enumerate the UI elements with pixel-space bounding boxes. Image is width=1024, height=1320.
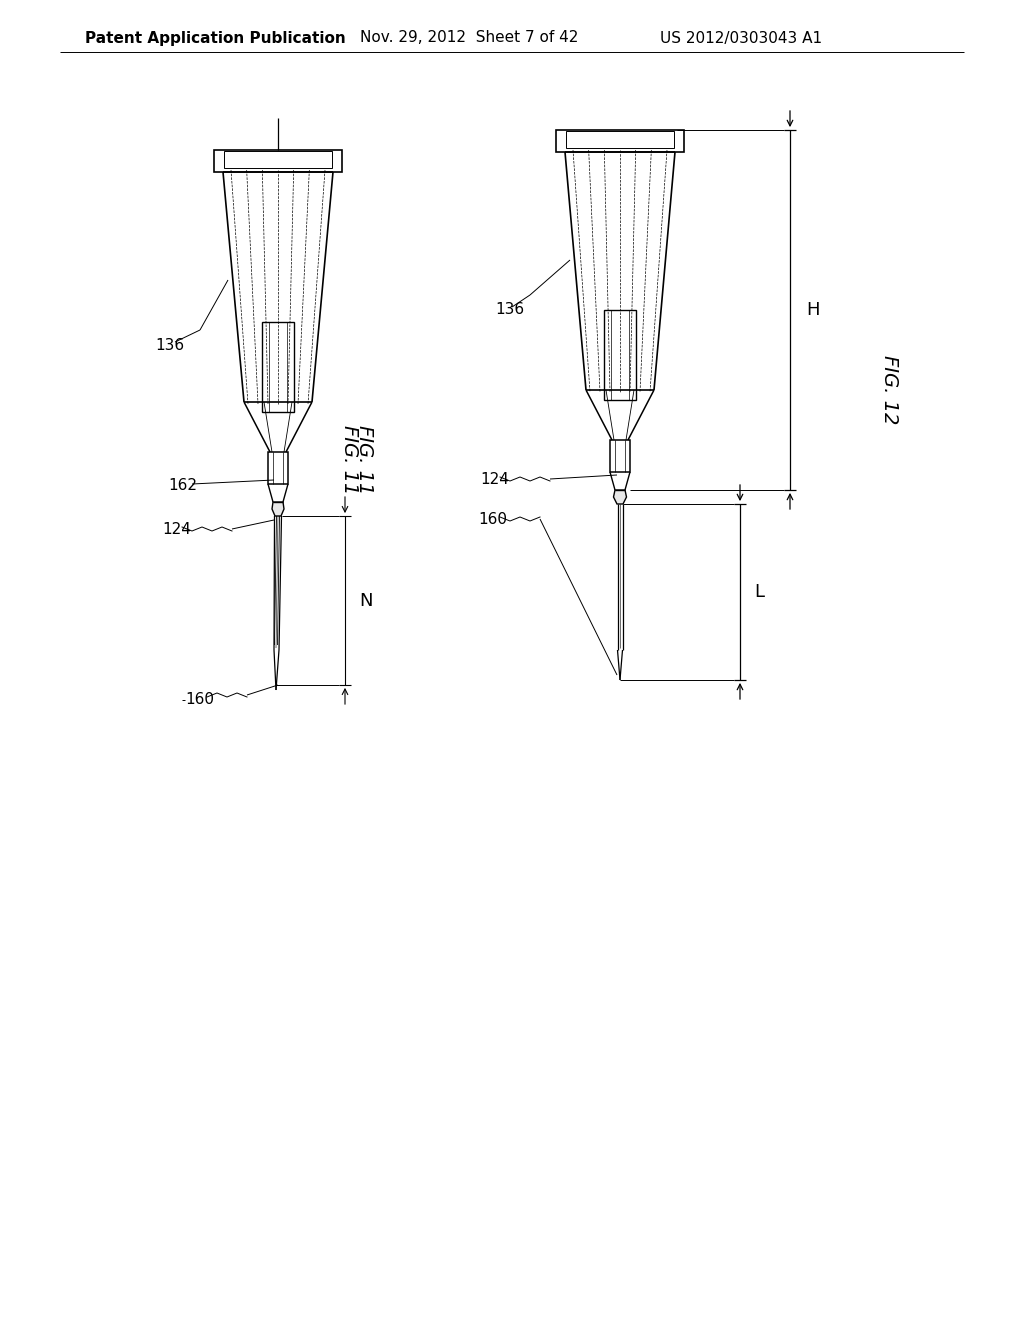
Text: 136: 136 (155, 338, 184, 352)
Text: 160: 160 (185, 693, 214, 708)
Bar (610, 440, 630, 473)
Bar (604, 310, 636, 400)
Text: Patent Application Publication: Patent Application Publication (85, 30, 346, 45)
Text: L: L (754, 583, 764, 601)
Bar (566, 131, 674, 148)
Text: FIG. 12: FIG. 12 (881, 355, 899, 425)
Text: 162: 162 (168, 478, 197, 492)
Polygon shape (272, 502, 284, 516)
Text: 124: 124 (162, 523, 190, 537)
Text: FIG. 11: FIG. 11 (355, 425, 374, 495)
Text: 124: 124 (480, 473, 509, 487)
Bar (268, 451, 288, 484)
Polygon shape (613, 490, 627, 504)
Bar (262, 322, 294, 412)
Text: 160: 160 (478, 512, 507, 528)
Text: Nov. 29, 2012  Sheet 7 of 42: Nov. 29, 2012 Sheet 7 of 42 (360, 30, 579, 45)
Bar (214, 150, 342, 172)
Text: 136: 136 (495, 302, 524, 318)
Text: FIG. 11: FIG. 11 (340, 425, 359, 495)
Bar (556, 129, 684, 152)
Bar (224, 150, 332, 168)
Text: US 2012/0303043 A1: US 2012/0303043 A1 (660, 30, 822, 45)
Text: N: N (359, 591, 373, 610)
Text: H: H (806, 301, 819, 319)
